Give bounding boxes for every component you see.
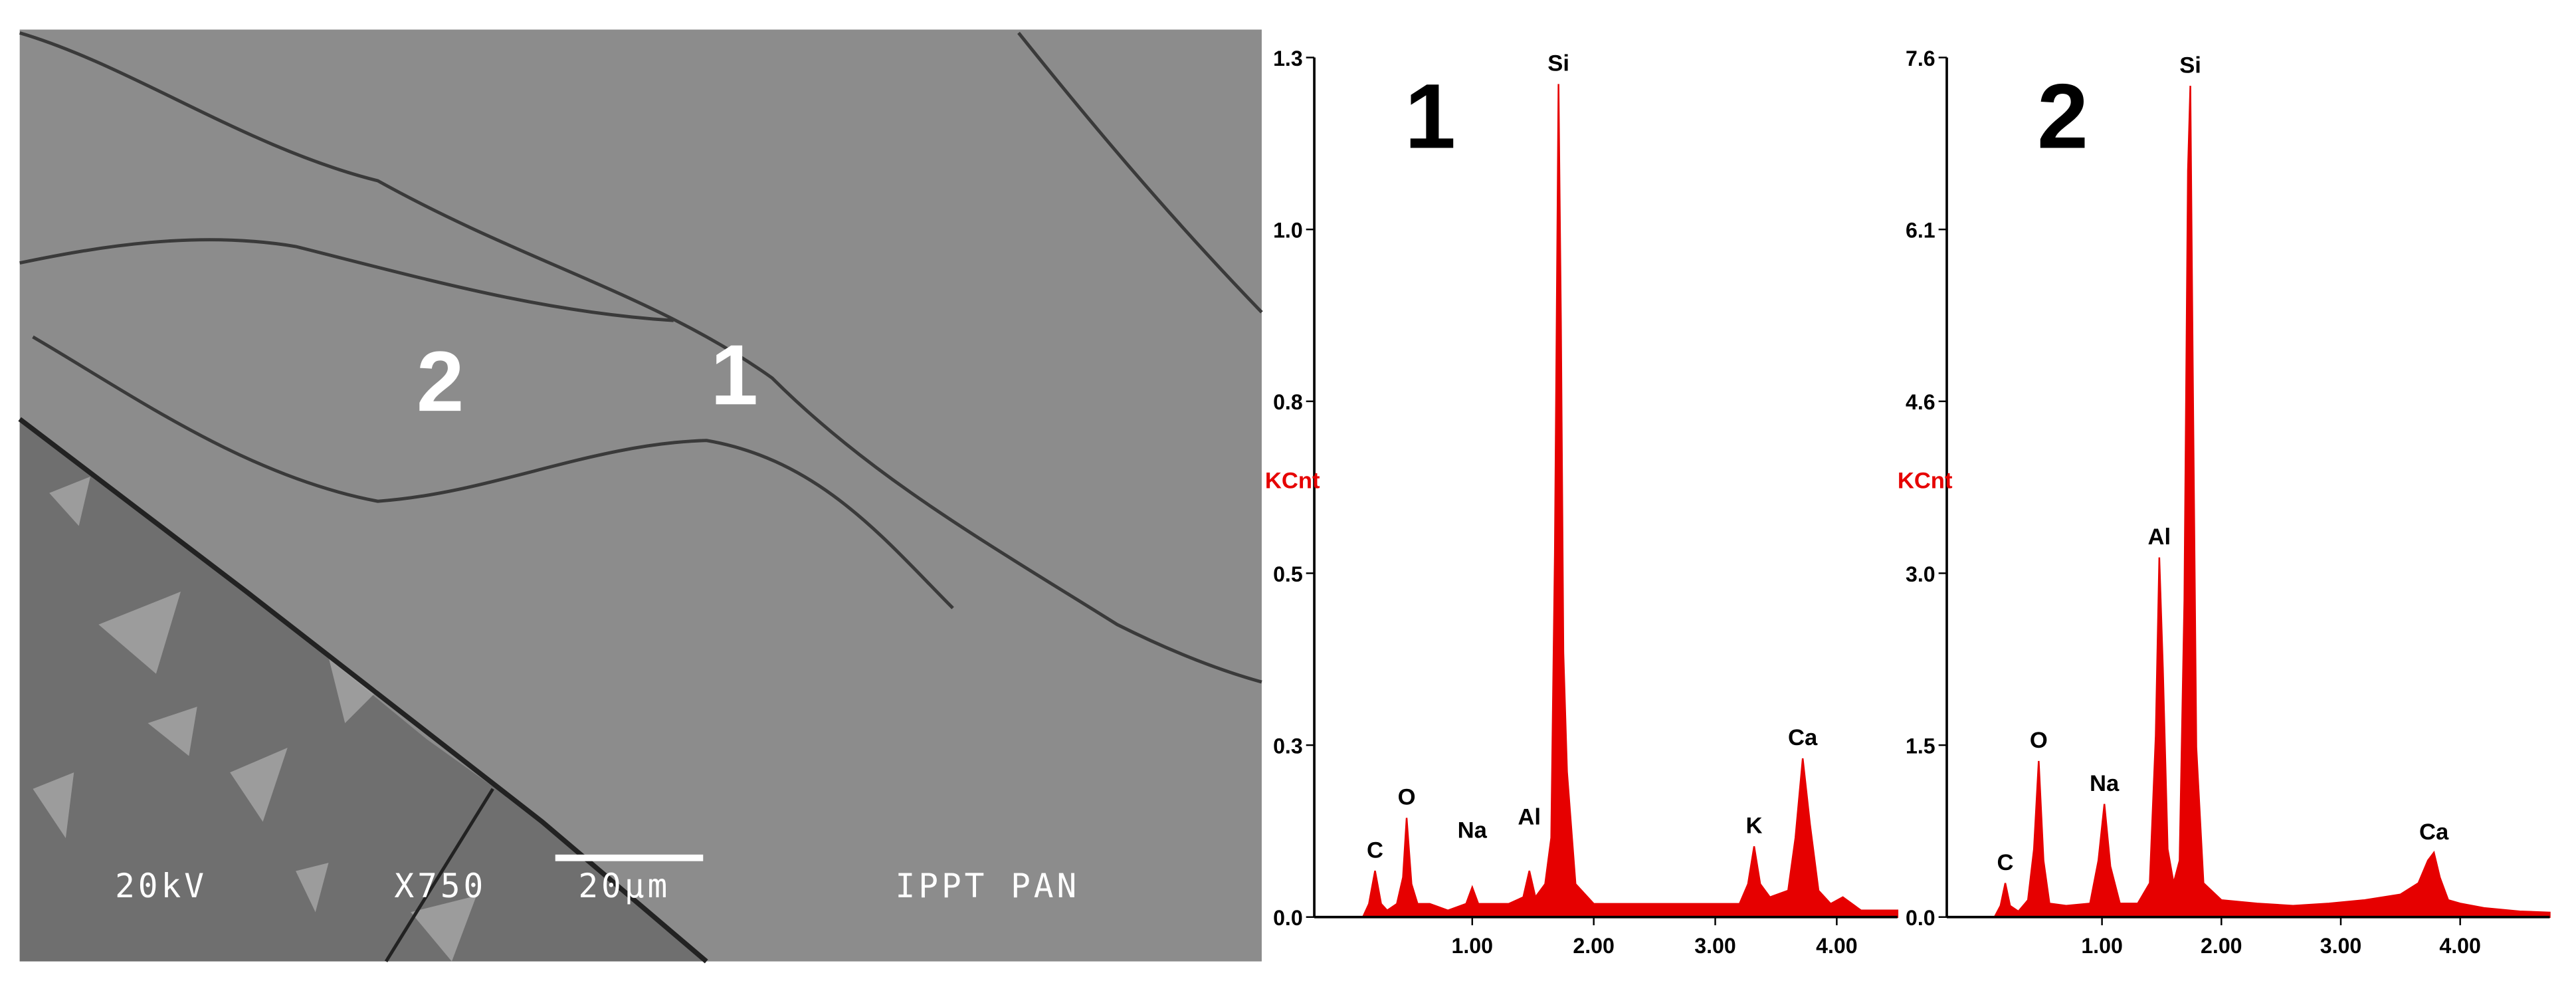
cracks xyxy=(18,31,1263,964)
x-tick-label: 2.00 xyxy=(2201,934,2242,958)
x-tick-label: 4.00 xyxy=(1816,934,1858,958)
y-tick-label: 0.5 xyxy=(1273,562,1303,586)
x-tick-label: 2.00 xyxy=(1573,934,1615,958)
peak-label: K xyxy=(1746,814,1763,839)
y-tick-label: 0.3 xyxy=(1273,734,1303,758)
sem-info: X750 xyxy=(394,867,486,905)
spectrum-chart: 0.0 1.5 3.0 4.6 6.1 7.6 1.00 2.00 3.00 4.00 KCnt 2 C… xyxy=(1898,47,2551,958)
spectrum-chart: 0.0 0.3 0.5 0.8 1.0 1.3 1.00 2.00 3.00 4.00 KCnt 1 C… xyxy=(1265,47,1899,958)
peak-label: Al xyxy=(1518,805,1541,830)
spectrum-area xyxy=(1361,84,1899,918)
x-tick-label: 1.00 xyxy=(2081,934,2123,958)
peak-label: O xyxy=(2030,728,2048,753)
sem-image: 2 1 20kV X750 20µm IPPT PAN xyxy=(18,29,1263,964)
x-tick-label: 4.00 xyxy=(2439,934,2481,958)
sem-info: 20µm xyxy=(578,867,670,905)
peak-label: C xyxy=(1367,837,1383,863)
spectrum-area xyxy=(1993,86,2551,918)
y-tick-label: 7.6 xyxy=(1906,47,1935,70)
x-tick-label: 3.00 xyxy=(2320,934,2362,958)
peak-label: Ca xyxy=(2419,820,2449,845)
y-axis-label: KCnt xyxy=(1265,468,1320,493)
sem-info: 20kV xyxy=(115,867,207,905)
sem-info: IPPT PAN xyxy=(896,867,1080,905)
peak-label: Al xyxy=(2148,524,2171,550)
region-label: 2 xyxy=(417,334,464,429)
panel-label: 2 xyxy=(2037,66,2088,168)
y-tick-label: 0.8 xyxy=(1273,390,1303,414)
y-tick-label: 1.5 xyxy=(1906,734,1935,758)
peak-label: Ca xyxy=(1788,725,1818,750)
region-label: 1 xyxy=(710,328,758,423)
peak-label: O xyxy=(1398,785,1416,810)
peak-label: Si xyxy=(1547,51,1569,76)
peak-label: Na xyxy=(1458,818,1488,843)
y-tick-label: 4.6 xyxy=(1906,390,1935,414)
y-tick-label: 3.0 xyxy=(1906,562,1935,586)
y-tick-label: 0.0 xyxy=(1906,906,1935,930)
peak-label: Si xyxy=(2179,53,2201,78)
y-tick-label: 1.3 xyxy=(1273,47,1303,70)
peak-label: C xyxy=(1997,850,2014,875)
x-tick-label: 1.00 xyxy=(1452,934,1494,958)
y-tick-label: 0.0 xyxy=(1273,906,1303,930)
peak-label: Na xyxy=(2090,771,2120,796)
y-axis-label: KCnt xyxy=(1898,468,1953,493)
x-tick-label: 3.00 xyxy=(1694,934,1736,958)
panel-label: 1 xyxy=(1405,66,1456,168)
y-tick-label: 6.1 xyxy=(1906,219,1935,243)
y-tick-label: 1.0 xyxy=(1273,219,1303,243)
